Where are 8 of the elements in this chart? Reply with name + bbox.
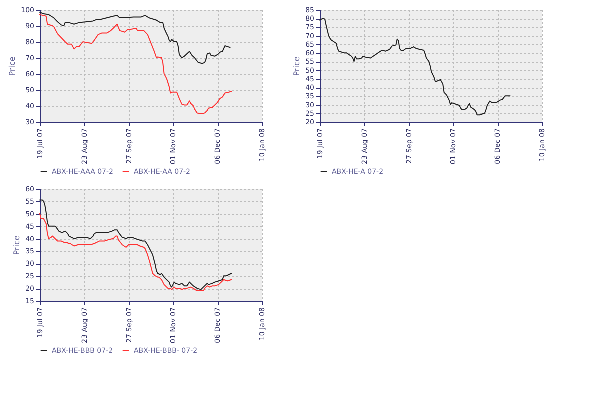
line-series (40, 12, 231, 64)
y-axis-title: Price (12, 236, 22, 256)
y-axis-title: Price (8, 56, 18, 76)
line-series (40, 213, 232, 292)
line-series (320, 18, 511, 116)
line-series (40, 14, 232, 114)
line-series (40, 200, 232, 290)
y-axis-title: Price (292, 56, 302, 76)
